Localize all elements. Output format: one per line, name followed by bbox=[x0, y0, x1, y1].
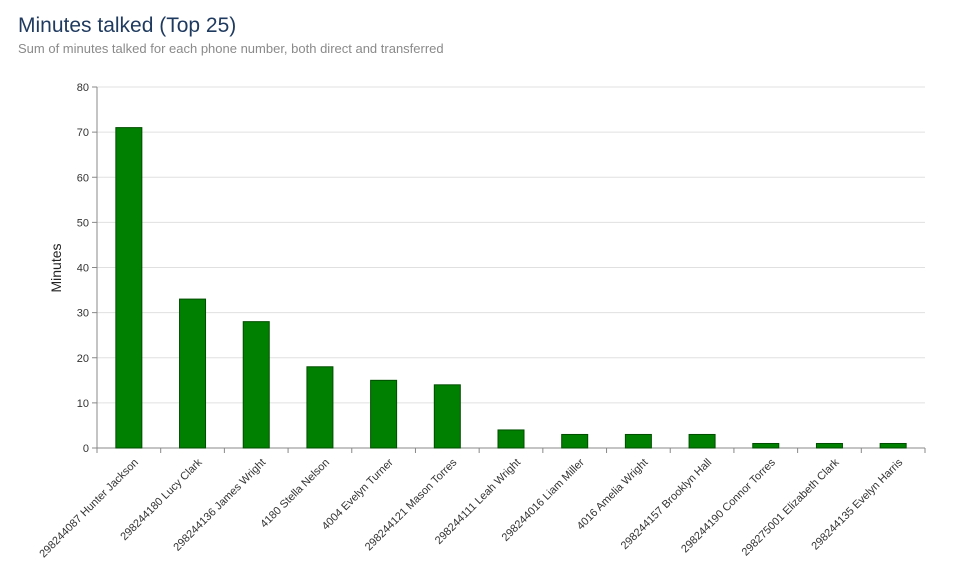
y-tick-label: 40 bbox=[77, 263, 89, 275]
chart-subtitle: Sum of minutes talked for each phone num… bbox=[18, 41, 444, 56]
gridlines bbox=[97, 86, 925, 404]
bar[interactable] bbox=[624, 433, 652, 449]
bar[interactable] bbox=[242, 321, 270, 449]
bar[interactable] bbox=[370, 379, 398, 449]
x-tick-label: 4016 Amelia Wright bbox=[575, 457, 651, 533]
bar[interactable] bbox=[879, 442, 907, 449]
x-tick-label: 4004 Evelyn Turner bbox=[320, 456, 396, 532]
y-axis-label: Minutes bbox=[48, 243, 64, 292]
y-tick-labels: 0 10 20 30 40 50 60 70 80 bbox=[77, 82, 89, 455]
bar[interactable] bbox=[179, 298, 207, 449]
chart-title: Minutes talked (Top 25) bbox=[18, 14, 237, 37]
x-tick-label: 298244087 Hunter Jackson bbox=[37, 457, 141, 561]
y-tick-label: 0 bbox=[83, 443, 89, 455]
bar[interactable] bbox=[115, 127, 143, 449]
bar[interactable] bbox=[433, 384, 461, 449]
bars bbox=[115, 127, 907, 449]
bar[interactable] bbox=[815, 442, 843, 449]
y-tick-label: 50 bbox=[77, 217, 89, 229]
bar[interactable] bbox=[561, 433, 589, 449]
axes bbox=[92, 86, 926, 453]
bar[interactable] bbox=[752, 442, 780, 449]
x-tick-label: 4180 Stella Nelson bbox=[258, 457, 332, 531]
bar[interactable] bbox=[688, 433, 716, 449]
y-tick-label: 20 bbox=[77, 353, 89, 365]
y-tick-label: 80 bbox=[77, 82, 89, 94]
y-tick-label: 60 bbox=[77, 172, 89, 184]
y-tick-label: 70 bbox=[77, 127, 89, 139]
bar[interactable] bbox=[497, 429, 525, 449]
y-tick-label: 10 bbox=[77, 398, 89, 410]
y-tick-label: 30 bbox=[77, 308, 89, 320]
bar[interactable] bbox=[306, 366, 334, 449]
